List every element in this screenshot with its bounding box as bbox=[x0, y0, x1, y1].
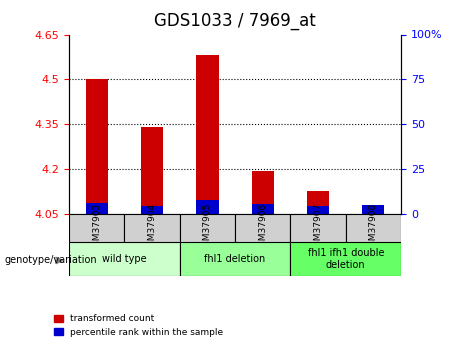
FancyBboxPatch shape bbox=[290, 214, 346, 242]
Text: GSM37906: GSM37906 bbox=[258, 203, 267, 252]
FancyBboxPatch shape bbox=[346, 214, 401, 242]
FancyBboxPatch shape bbox=[124, 214, 180, 242]
Text: fhl1 ifh1 double
deletion: fhl1 ifh1 double deletion bbox=[307, 248, 384, 269]
Bar bbox=[141, 127, 163, 214]
Bar bbox=[362, 209, 384, 214]
Text: GSM37904: GSM37904 bbox=[148, 203, 157, 252]
Text: genotype/variation: genotype/variation bbox=[5, 256, 97, 265]
Bar bbox=[86, 204, 108, 214]
Bar bbox=[362, 205, 384, 214]
Text: GSM37903: GSM37903 bbox=[92, 203, 101, 252]
Legend: transformed count, percentile rank within the sample: transformed count, percentile rank withi… bbox=[51, 311, 227, 341]
Bar bbox=[252, 204, 274, 214]
Text: GSM37907: GSM37907 bbox=[313, 203, 323, 252]
FancyBboxPatch shape bbox=[180, 214, 235, 242]
FancyBboxPatch shape bbox=[69, 214, 124, 242]
Bar bbox=[141, 206, 163, 214]
Bar bbox=[196, 56, 219, 214]
Bar bbox=[196, 200, 219, 214]
FancyBboxPatch shape bbox=[180, 241, 290, 276]
FancyBboxPatch shape bbox=[290, 241, 401, 276]
Text: wild type: wild type bbox=[102, 254, 147, 264]
Bar bbox=[307, 206, 329, 214]
Text: GSM37908: GSM37908 bbox=[369, 203, 378, 252]
Bar bbox=[86, 79, 108, 214]
Text: GSM37905: GSM37905 bbox=[203, 203, 212, 252]
Bar bbox=[252, 170, 274, 214]
Bar bbox=[307, 191, 329, 214]
FancyBboxPatch shape bbox=[69, 241, 180, 276]
Text: fhl1 deletion: fhl1 deletion bbox=[205, 254, 266, 264]
Title: GDS1033 / 7969_at: GDS1033 / 7969_at bbox=[154, 12, 316, 30]
FancyBboxPatch shape bbox=[235, 214, 290, 242]
